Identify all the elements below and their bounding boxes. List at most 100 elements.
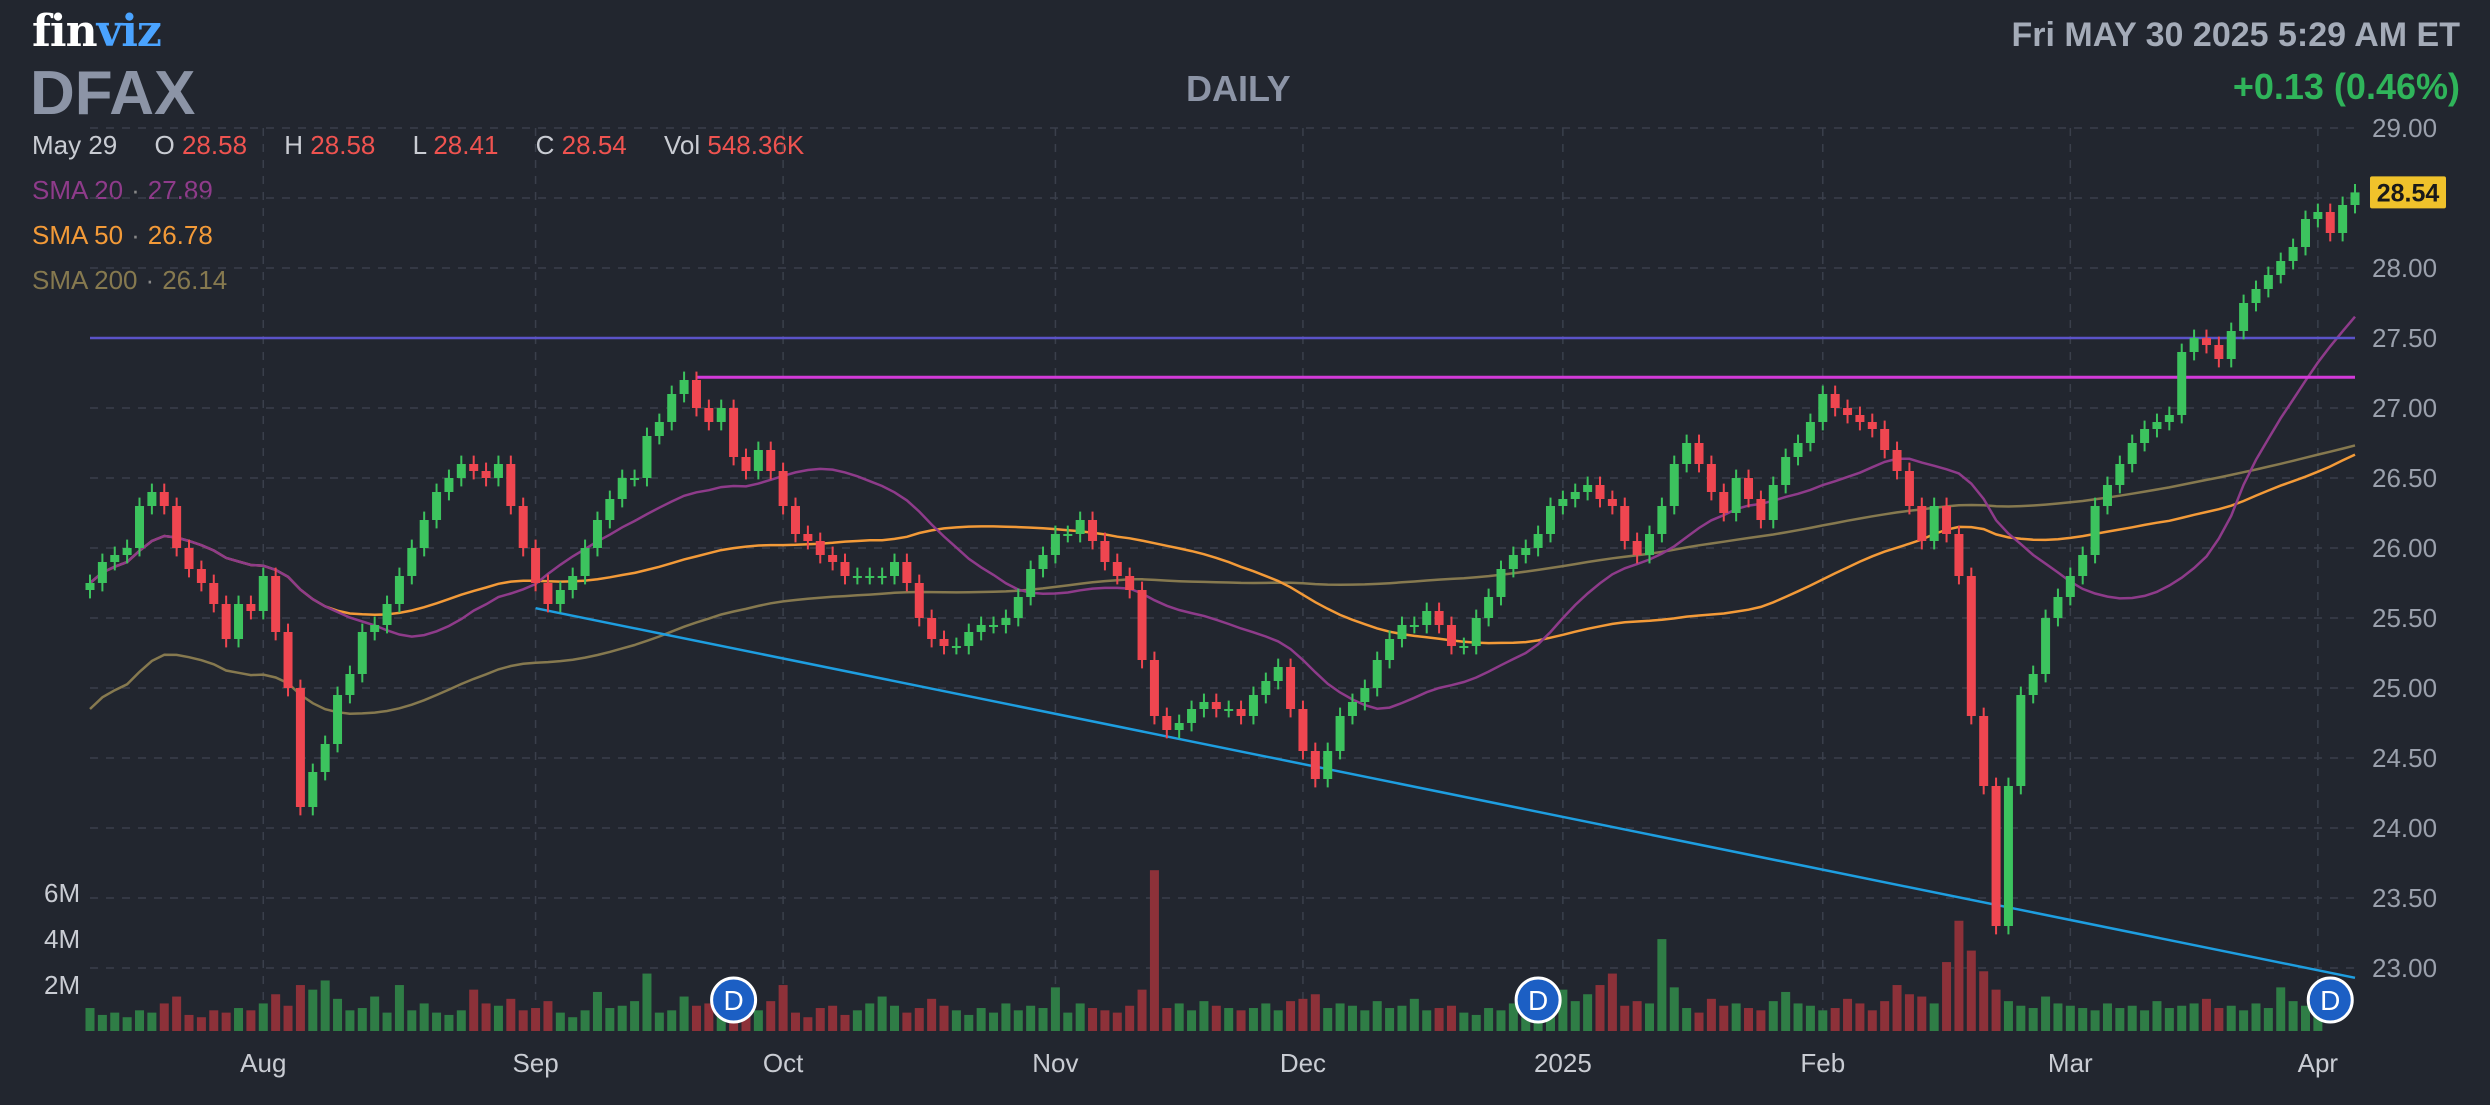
- candle-body: [258, 576, 268, 611]
- volume-bar: [2115, 1008, 2125, 1031]
- candle-body: [97, 562, 107, 583]
- volume-bar: [419, 1003, 429, 1031]
- volume-bar: [951, 1010, 961, 1031]
- candle-body: [964, 632, 974, 646]
- candle-body: [382, 604, 392, 625]
- y-tick-label: 23.00: [2372, 953, 2437, 983]
- candle-body: [2177, 352, 2187, 415]
- candle-body: [469, 464, 479, 471]
- candle-body: [741, 457, 751, 471]
- x-tick-label: Sep: [512, 1048, 558, 1078]
- dividend-marker[interactable]: D: [1514, 976, 1562, 1024]
- candle-body: [753, 450, 763, 471]
- volume-bar: [1137, 989, 1147, 1031]
- volume-bar: [1211, 1005, 1221, 1031]
- candle-body: [1942, 506, 1952, 534]
- y-tick-label: 25.00: [2372, 673, 2437, 703]
- volume-bar: [2201, 998, 2211, 1031]
- candle-body: [1446, 625, 1456, 646]
- sma50-legend[interactable]: SMA 50 · 26.78: [32, 220, 213, 250]
- last-price-label: 28.54: [2377, 179, 2440, 207]
- candle-body: [2251, 289, 2261, 303]
- candle-body: [2115, 464, 2125, 485]
- dividend-marker[interactable]: D: [2306, 976, 2354, 1024]
- volume-bar: [592, 991, 602, 1031]
- candle-body: [2140, 429, 2150, 443]
- volume-bar: [147, 1012, 157, 1031]
- candle-body: [989, 625, 999, 627]
- candle-body: [283, 632, 293, 688]
- open-value: 28.58: [181, 130, 248, 160]
- candle-body: [1719, 492, 1729, 513]
- volume-bar: [2053, 1003, 2063, 1031]
- x-tick-label: Nov: [1032, 1048, 1078, 1078]
- volume-bar: [852, 1010, 862, 1031]
- candle-body: [2078, 555, 2088, 576]
- volume-bar: [877, 996, 887, 1031]
- volume-bar: [196, 1017, 206, 1031]
- volume-bar: [2177, 1005, 2187, 1031]
- candle-body: [716, 408, 726, 422]
- volume-bar: [914, 1008, 924, 1031]
- candle-body: [667, 394, 677, 422]
- sma20-legend[interactable]: SMA 20 · 27.89: [32, 175, 213, 205]
- candle-body: [1422, 611, 1432, 625]
- volume-bar: [1187, 1010, 1197, 1031]
- volume-bar: [357, 1008, 367, 1031]
- x-tick-label: 2025: [1534, 1048, 1592, 1078]
- candle-body: [2201, 338, 2211, 345]
- volume-bar: [1942, 962, 1952, 1031]
- candle-body: [543, 583, 553, 604]
- candle-body: [1892, 450, 1902, 471]
- candle-body: [1793, 443, 1803, 457]
- volume-bar: [1793, 1003, 1803, 1031]
- volume-axis-label: 6M: [44, 878, 80, 908]
- candle-body: [1075, 520, 1085, 534]
- sma200-legend[interactable]: SMA 200 · 26.14: [32, 265, 228, 295]
- candle-body: [1818, 394, 1828, 422]
- volume-bar: [2300, 1005, 2310, 1031]
- volume-bar: [122, 1017, 132, 1031]
- volume-bar: [2214, 1008, 2224, 1031]
- candle-body: [654, 422, 664, 436]
- candle-body: [1595, 485, 1605, 499]
- sma20-label: SMA 20: [32, 175, 124, 205]
- volume-bar: [1929, 1003, 1939, 1031]
- candle-body: [1248, 695, 1258, 716]
- candle-body: [2003, 786, 2013, 926]
- volume-bar: [1323, 1008, 1333, 1031]
- y-tick-label: 23.50: [2372, 883, 2437, 913]
- candle-body: [2313, 212, 2323, 219]
- finviz-logo[interactable]: finviz: [32, 6, 162, 57]
- candle-body: [531, 548, 541, 583]
- volume-bar: [1880, 1001, 1890, 1031]
- candle-body: [234, 604, 244, 639]
- candle-body: [432, 492, 442, 520]
- candle-body: [1038, 555, 1048, 569]
- candle-body: [580, 548, 590, 576]
- candle-body: [2016, 695, 2026, 786]
- volume-bar: [283, 1005, 293, 1031]
- volume-bar: [1508, 1003, 1518, 1031]
- candle-body: [914, 583, 924, 618]
- y-tick-label: 24.00: [2372, 813, 2437, 843]
- candle-body: [1137, 590, 1147, 660]
- candle-body: [147, 492, 157, 506]
- volume-bar: [97, 1014, 107, 1031]
- volume-bar: [679, 996, 689, 1031]
- volume-bar: [333, 998, 343, 1031]
- candle-body: [1050, 534, 1060, 555]
- volume-bar: [2276, 987, 2286, 1031]
- candle-body: [1013, 597, 1023, 618]
- volume-bar: [667, 1010, 677, 1031]
- sma200-line: [89, 444, 2356, 716]
- volume-bar: [1768, 1001, 1778, 1031]
- dividend-marker[interactable]: D: [710, 976, 758, 1024]
- candle-body: [1657, 506, 1667, 534]
- volume-bar: [531, 1008, 541, 1031]
- volume-bar: [1100, 1010, 1110, 1031]
- volume-axis-label: 4M: [44, 924, 80, 954]
- volume-bar: [1818, 1010, 1828, 1031]
- sma50-line: [89, 453, 2356, 645]
